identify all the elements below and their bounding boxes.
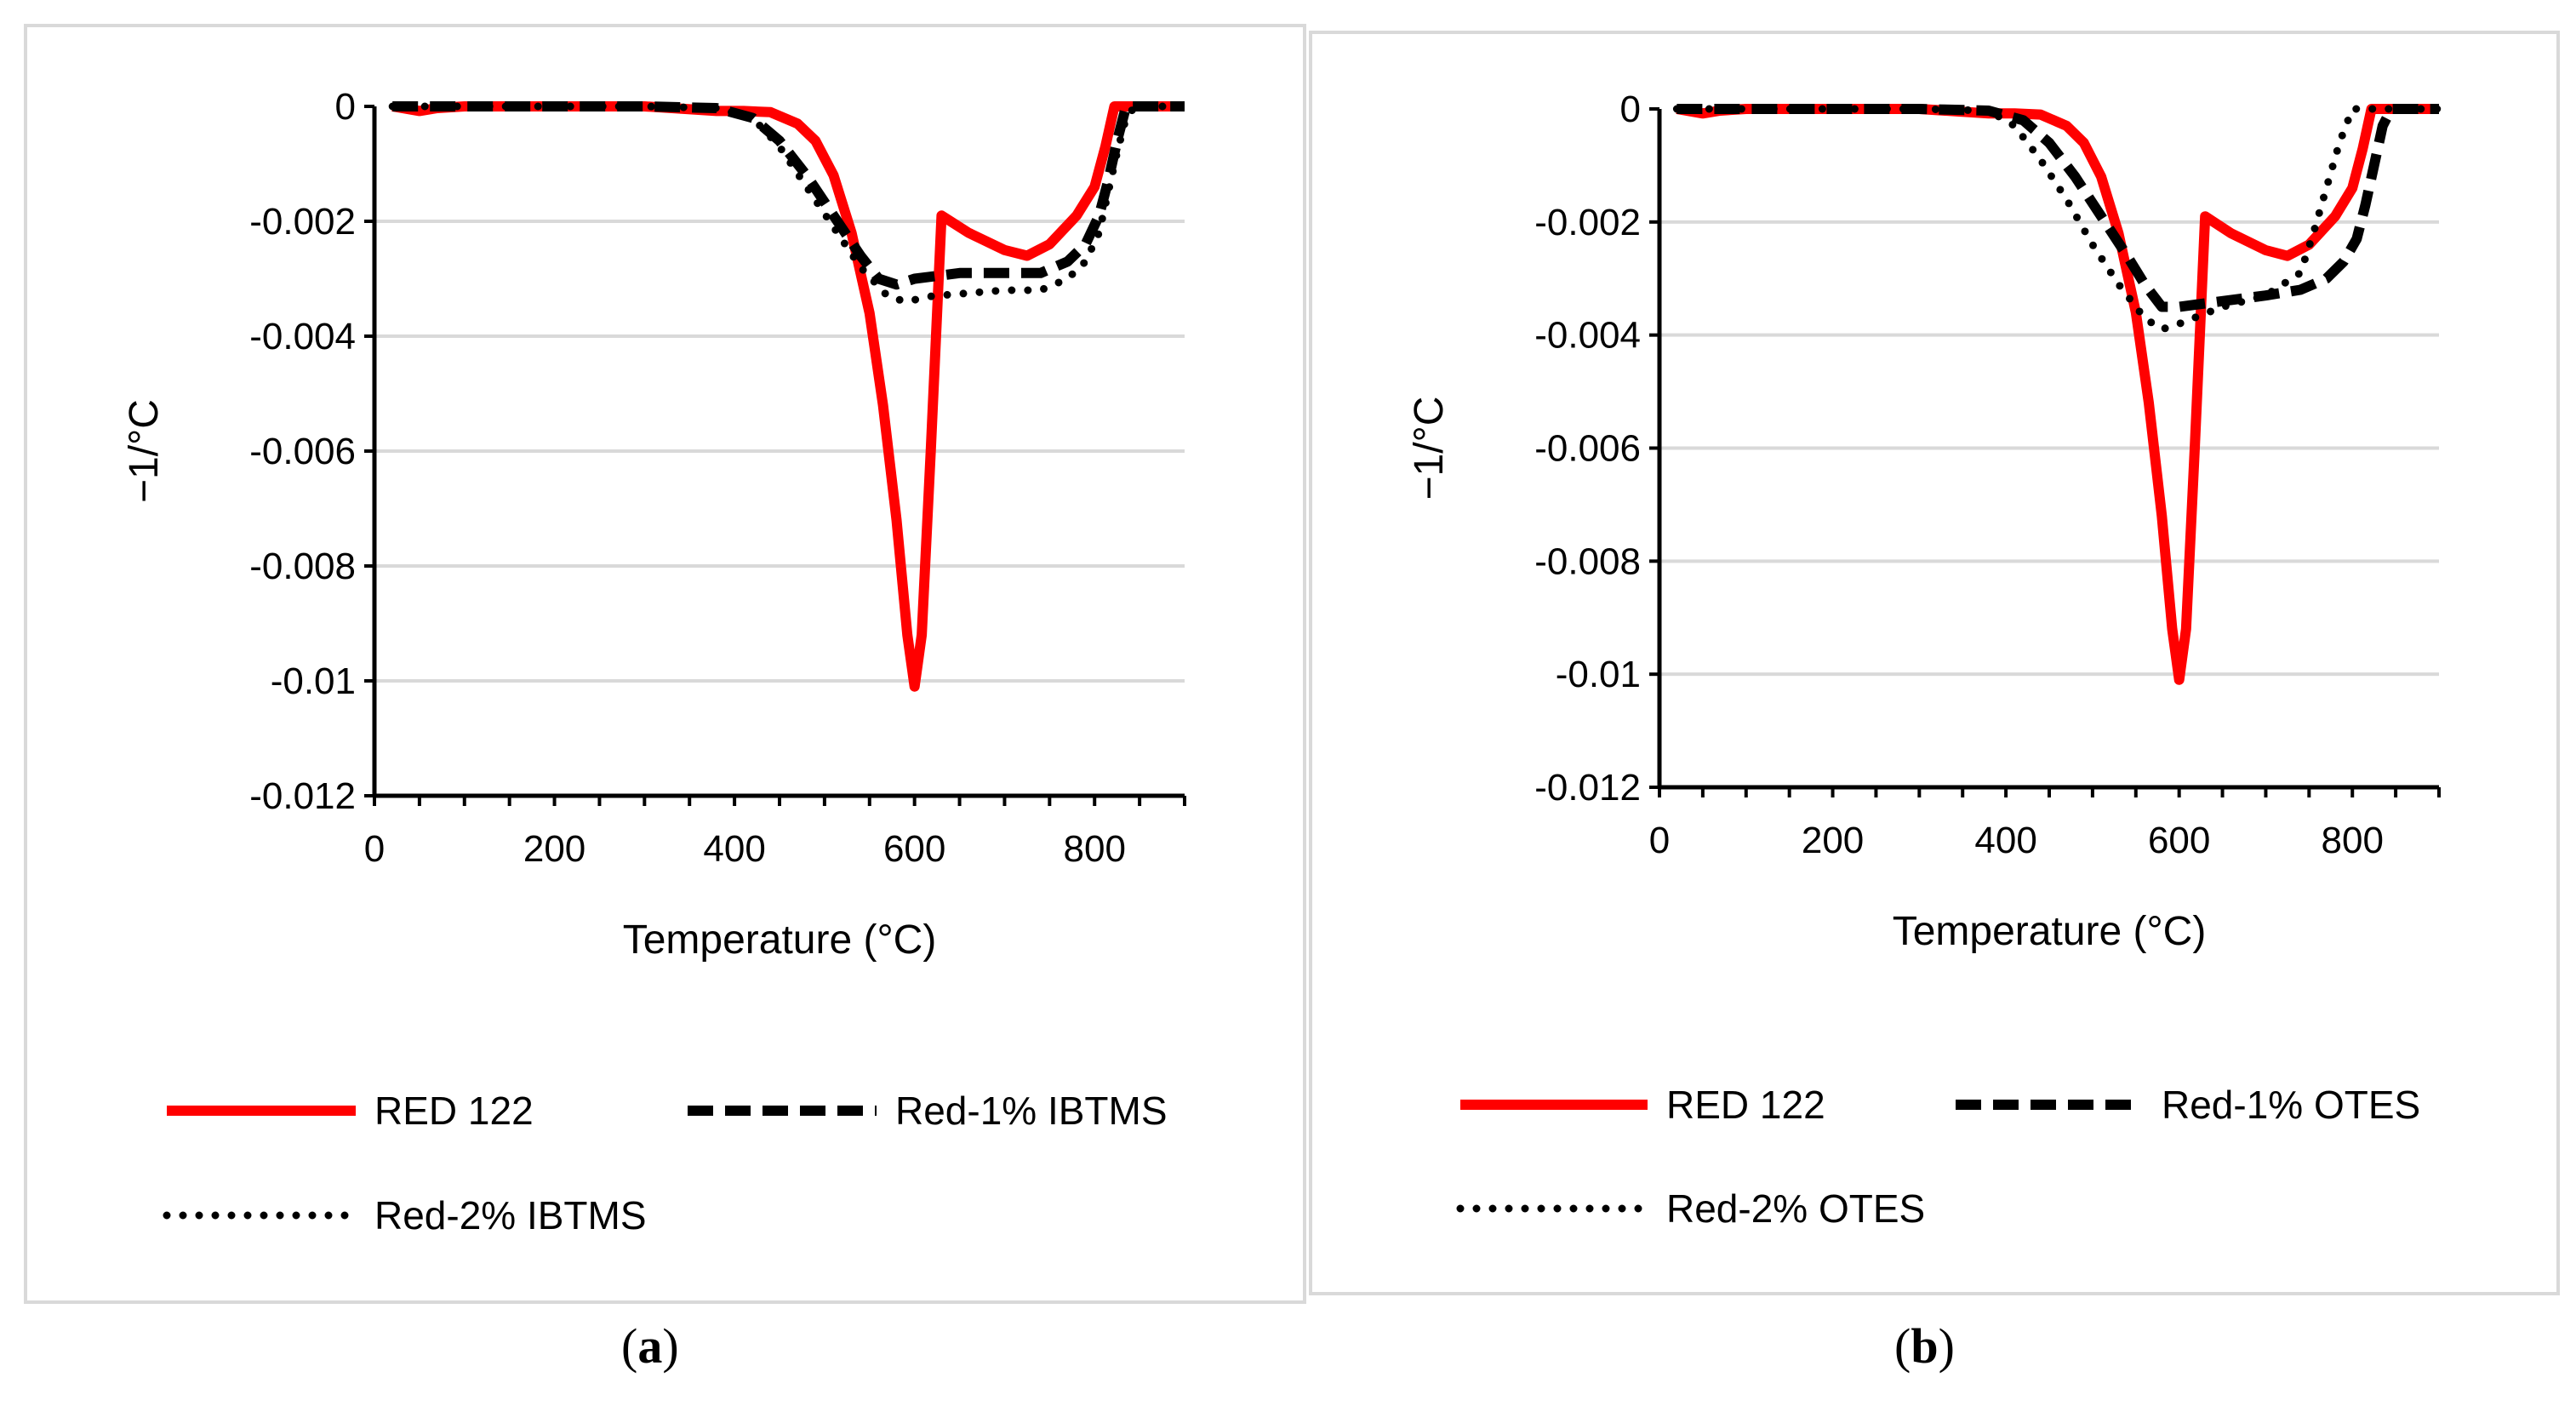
y-tick-label: -0.004 [249,316,356,357]
y-tick-label: -0.002 [249,201,356,243]
x-tick-label: 200 [523,828,585,870]
series-line-2 [1676,104,2439,312]
y-tick-label: -0.01 [271,660,356,702]
panel-a-letter: a [637,1318,663,1374]
y-tick-label: 0 [335,86,356,128]
x-tick-label: 800 [2322,820,2384,861]
y-tick-label: -0.006 [1534,428,1641,470]
y-tick-label: -0.008 [1534,540,1641,582]
y-tick-label: 0 [1620,89,1641,130]
panel-b-caption: (b) [1894,1318,1955,1374]
y-tick-label: -0.002 [1534,202,1641,243]
y-axis-label: −1/°C [1407,397,1452,500]
legend-label-3: Red-2% OTES [1666,1186,1925,1231]
x-axis-label: Temperature (°C) [1893,909,2207,954]
panel-a-caption: (a) [621,1318,679,1374]
y-tick-label: -0.012 [1534,767,1641,809]
x-tick-label: 400 [1974,820,2036,861]
legend-label-2: Red-1% IBTMS [895,1089,1168,1133]
x-tick-label: 600 [883,828,945,870]
legend-label-2: Red-1% OTES [2162,1083,2420,1127]
panel-b-letter: b [1911,1318,1939,1374]
y-tick-label: -0.004 [1534,315,1641,357]
x-tick-label: 200 [1802,820,1864,861]
y-tick-label: -0.006 [249,431,356,472]
legend-label-3: Red-2% IBTMS [374,1193,647,1237]
y-tick-label: -0.012 [249,775,356,817]
x-axis-label: Temperature (°C) [623,917,937,963]
x-tick-label: 0 [1649,820,1670,861]
y-tick-label: -0.01 [1556,654,1641,695]
x-tick-label: 0 [364,828,385,870]
legend-label-1: RED 122 [1666,1083,1825,1127]
x-tick-label: 400 [703,828,765,870]
y-axis-label: −1/°C [122,399,167,503]
series-line-2 [392,101,1185,290]
y-tick-label: -0.008 [249,546,356,587]
x-tick-label: 800 [1064,828,1126,870]
legend-label-1: RED 122 [374,1089,534,1133]
x-tick-label: 600 [2148,820,2210,861]
